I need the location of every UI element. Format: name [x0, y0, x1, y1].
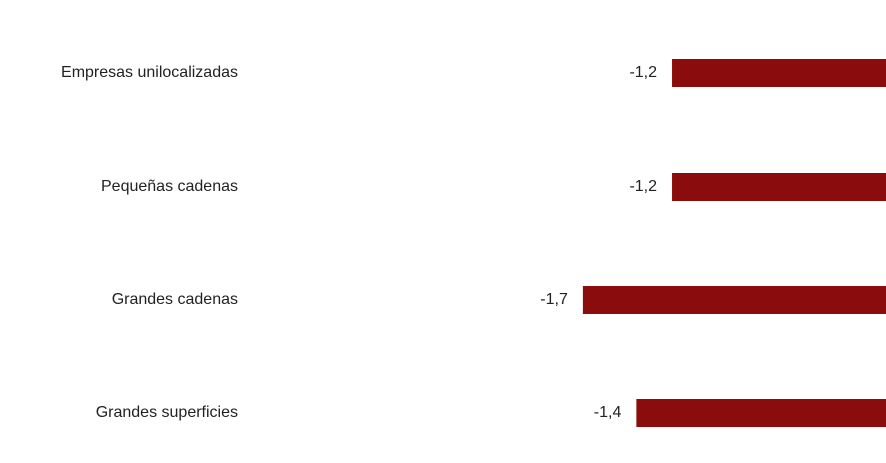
value-labels: -1,2 -1,2 -1,7 -1,4 [540, 64, 657, 421]
category-label: Grandes cadenas [112, 291, 238, 308]
bar [582, 286, 886, 314]
category-labels: Empresas unilocalizadas Pequeñas cadenas G… [61, 64, 238, 421]
value-label: -1,7 [540, 291, 568, 308]
category-label: Grandes superficies [96, 404, 238, 421]
bar [672, 59, 886, 87]
value-label: -1,2 [629, 178, 657, 195]
value-label: -1,4 [594, 404, 622, 421]
bars [582, 59, 886, 427]
bar [672, 173, 886, 201]
category-label: Empresas unilocalizadas [61, 64, 238, 81]
bar [636, 399, 886, 427]
value-label: -1,2 [629, 64, 657, 81]
category-label: Pequeñas cadenas [101, 178, 238, 195]
